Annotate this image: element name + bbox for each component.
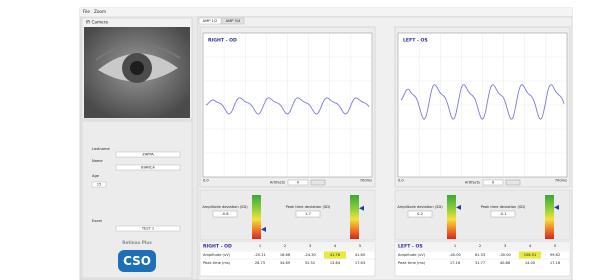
gauge-label: Amplitude deviation (SD) xyxy=(202,205,248,209)
gauge-value: 1.7 xyxy=(305,212,311,216)
field-value: 15 xyxy=(97,183,102,187)
gauge-value: -0.8 xyxy=(221,212,229,216)
gauge-label: Amplitude deviation (SD) xyxy=(397,205,443,209)
column-header: 1 xyxy=(454,244,456,248)
artifacts-label: Artifacts xyxy=(270,181,285,185)
column-header: 3 xyxy=(309,244,311,248)
menu-item[interactable]: Zoom xyxy=(94,9,106,14)
tab-label[interactable]: AMP 3/4 xyxy=(226,19,241,23)
table-cell: 28.75 xyxy=(255,261,265,265)
row-label: Amplitude (uV) xyxy=(398,253,426,257)
table-cell: 106.51 xyxy=(524,253,537,257)
column-header: 5 xyxy=(554,244,556,248)
table-title: RIGHT - OD xyxy=(203,244,232,250)
gauge-value: 0.2 xyxy=(417,212,423,216)
menu-item[interactable]: File xyxy=(83,9,90,14)
table-cell: 17.16 xyxy=(550,261,561,265)
gauge-bar xyxy=(545,195,554,239)
button[interactable] xyxy=(311,180,325,185)
table-cell: -30.00 xyxy=(499,253,511,257)
field-label: Age xyxy=(92,174,100,178)
field-label: Lastname xyxy=(92,147,110,151)
camera-title: IR Camera xyxy=(86,20,108,25)
axis-label: 0.0 xyxy=(203,179,209,183)
row-label: Peak time (ms) xyxy=(203,261,231,265)
axis-label: 700ms xyxy=(555,179,567,183)
page: {"menu": ["File", "Zoom"], "camera": {"t… xyxy=(0,0,591,280)
field-label: Name xyxy=(92,159,103,163)
row-label: Amplitude (uV) xyxy=(203,253,231,257)
column-header: 2 xyxy=(284,244,286,248)
column-header: 5 xyxy=(359,244,361,248)
chart-title: RIGHT - OD xyxy=(208,38,237,44)
table-cell: 52.52 xyxy=(305,261,315,265)
column-header: 1 xyxy=(259,244,261,248)
artifacts-label: Artifacts xyxy=(465,181,480,185)
chart-title: LEFT - OS xyxy=(403,38,428,44)
table-cell: 41.65 xyxy=(355,253,365,257)
table-cell: 14.00 xyxy=(525,261,536,265)
table-cell: 13.64 xyxy=(330,261,341,265)
axis-label: 0.0 xyxy=(398,179,404,183)
product-name: Retinax Plus xyxy=(122,240,152,245)
gauge-label: Peak time deviation (SD) xyxy=(481,205,526,209)
gauge-bar xyxy=(350,195,359,239)
pupil xyxy=(130,61,144,75)
table-title: LEFT - OS xyxy=(398,244,423,250)
table-cell: 41.76 xyxy=(330,253,341,257)
gauge-label: Peak time deviation (SD) xyxy=(286,205,331,209)
gauge-bar xyxy=(447,195,456,239)
column-header: 3 xyxy=(504,244,506,248)
table-cell: -20.11 xyxy=(254,253,266,257)
column-header: 2 xyxy=(479,244,481,248)
menu-bar xyxy=(80,8,572,16)
field-value: TEST 1 xyxy=(141,227,154,231)
table-cell: 31.77 xyxy=(475,261,485,265)
table-cell: 99.62 xyxy=(550,253,560,257)
gauge-bar xyxy=(252,195,261,239)
table-cell: 61.33 xyxy=(475,253,485,257)
logo-text: CSO xyxy=(123,254,151,268)
table-cell: 17.16 xyxy=(450,261,461,265)
field-label: Exam xyxy=(92,219,103,223)
table-cell: -24.30 xyxy=(304,253,316,257)
gauge-value: -0.1 xyxy=(499,212,506,216)
table-cell: 16.66 xyxy=(280,253,291,257)
button[interactable] xyxy=(506,180,520,185)
field-value: ZAPPA xyxy=(142,153,154,157)
field-value: BIANCA xyxy=(141,166,155,170)
row-label: Peak time (ms) xyxy=(398,261,426,265)
table-cell: -40.00 xyxy=(449,253,461,257)
tab-label[interactable]: AMP 1/2 xyxy=(203,19,218,23)
screenshot: File Zoom IR Camera Lastname ZAPPA Name … xyxy=(0,0,591,280)
axis-label: 700ms xyxy=(360,179,372,183)
table-cell: 40.86 xyxy=(500,261,511,265)
table-cell: 17.63 xyxy=(355,261,365,265)
table-cell: 34.69 xyxy=(280,261,291,265)
